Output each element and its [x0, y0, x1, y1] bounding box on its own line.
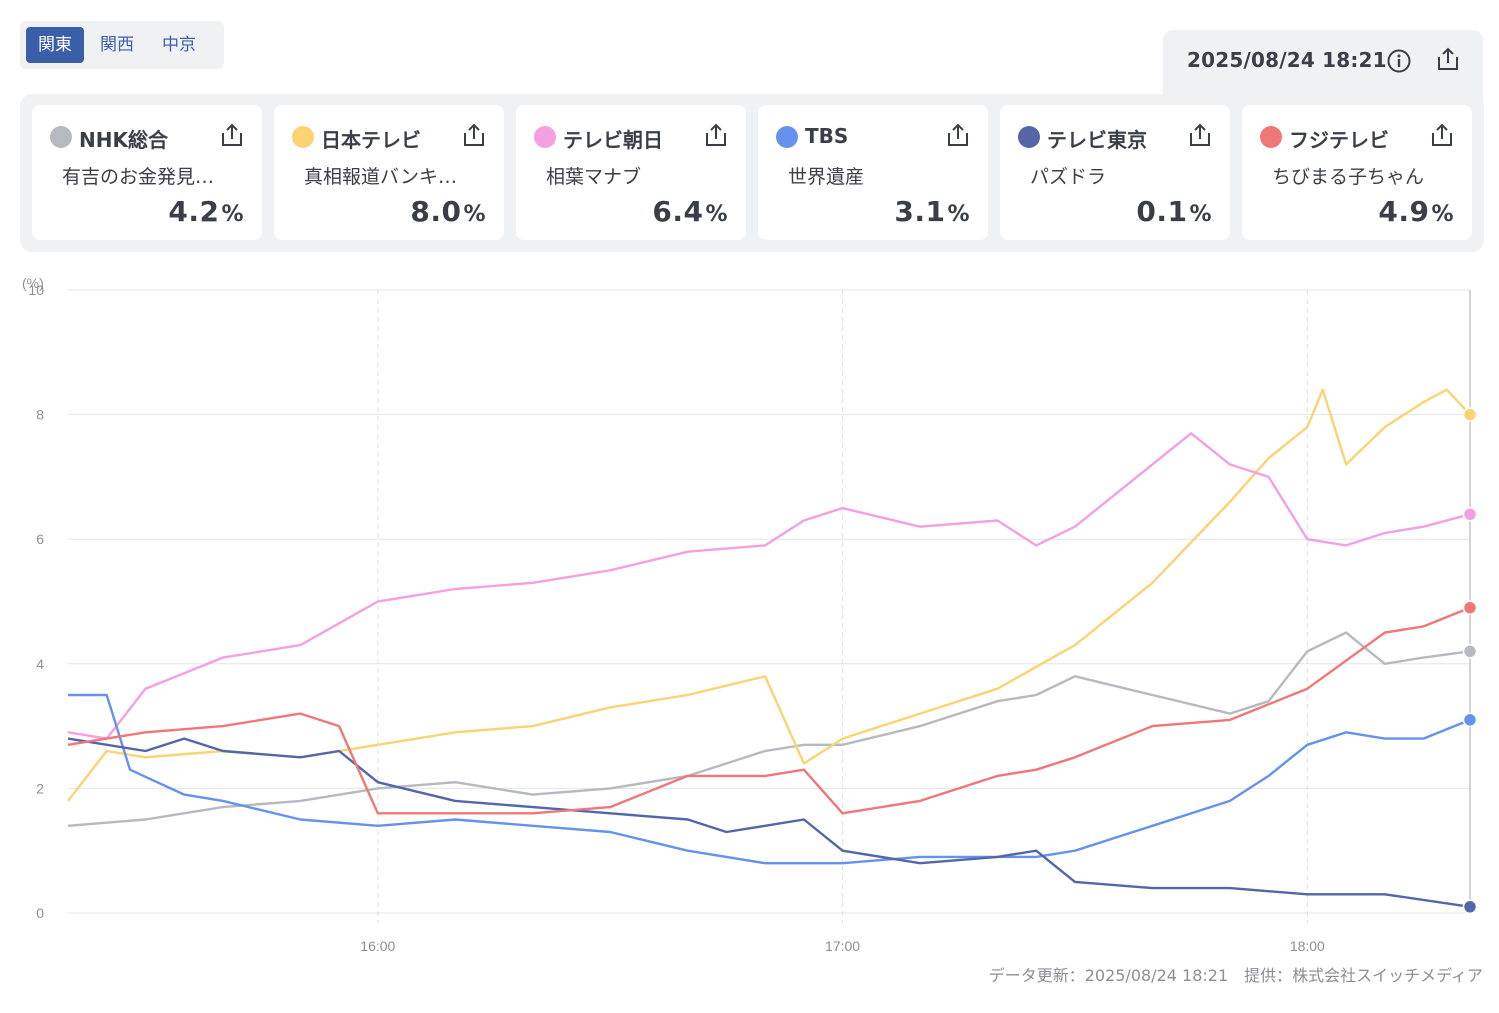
series-line-5	[67, 606, 1471, 815]
share-icon[interactable]	[218, 121, 246, 149]
series-line-0	[67, 631, 1471, 827]
channel-name: TBS	[805, 124, 849, 148]
region-tab-kanto[interactable]: 関東	[26, 27, 84, 63]
y-tick-label: 6	[36, 531, 44, 547]
program-title: 世界遺産	[788, 166, 865, 188]
channel-name: 日本テレビ	[321, 128, 421, 152]
ratings-line-chart: (%) 0 2 4 6 8 10 16:00 17:00 18:00	[22, 275, 1478, 954]
share-icon[interactable]	[1186, 121, 1214, 149]
series-line-4	[67, 737, 1471, 908]
y-tick-label: 10	[28, 282, 44, 298]
channel-color-dot	[776, 126, 798, 148]
channel-card-tbs[interactable]: TBS 世界遺産 3.1%	[758, 105, 988, 240]
share-icon[interactable]	[1434, 45, 1462, 73]
rating-value: 4.9%	[1378, 195, 1454, 228]
channel-card-nhk[interactable]: NHK総合 有吉のお金発見… 4.2%	[32, 105, 262, 240]
channel-card-tv-asahi[interactable]: テレビ朝日 相葉マナブ 6.4%	[516, 105, 746, 240]
channel-card-tv-tokyo[interactable]: テレビ東京 パズドラ 0.1%	[1000, 105, 1230, 240]
series-line-1	[67, 388, 1471, 802]
channel-card-fuji[interactable]: フジテレビ ちびまる子ちゃん 4.9%	[1242, 105, 1472, 240]
region-tab-chukyo[interactable]: 中京	[162, 35, 196, 55]
channel-name: テレビ東京	[1047, 128, 1147, 152]
y-tick-label: 0	[36, 905, 44, 921]
channel-color-dot	[292, 126, 314, 148]
channel-color-dot	[1018, 126, 1040, 148]
x-tick-label: 18:00	[1290, 938, 1325, 954]
data-source-footer: データ更新：2025/08/24 18:21 提供：株式会社スイッチメディア	[988, 966, 1483, 985]
channel-color-dot	[50, 126, 72, 148]
program-title: パズドラ	[1030, 166, 1107, 188]
series-endpoint-0[interactable]	[1462, 644, 1478, 659]
program-title: 有吉のお金発見…	[62, 166, 215, 188]
channel-color-dot	[534, 126, 556, 148]
share-icon[interactable]	[460, 121, 488, 149]
channel-color-dot	[1260, 126, 1282, 148]
series-endpoint-5[interactable]	[1462, 600, 1478, 615]
program-title: 真相報道バンキ…	[304, 166, 457, 188]
info-icon[interactable]	[1385, 47, 1413, 75]
y-tick-label: 2	[36, 780, 44, 796]
series-endpoint-2[interactable]	[1462, 507, 1478, 522]
series-line-2	[67, 432, 1471, 740]
series-endpoint-3[interactable]	[1462, 712, 1478, 728]
program-title: ちびまる子ちゃん	[1272, 166, 1425, 188]
region-tabs: 関東 関西 中京	[20, 21, 224, 69]
y-unit-label: (%)	[22, 275, 44, 291]
rating-value: 0.1%	[1136, 195, 1212, 228]
x-tick-label: 17:00	[825, 938, 860, 954]
channel-name: フジテレビ	[1289, 128, 1389, 152]
region-tab-kansai[interactable]: 関西	[100, 35, 134, 55]
channel-name: NHK総合	[79, 128, 168, 152]
rating-value: 3.1%	[894, 195, 970, 228]
share-icon[interactable]	[702, 121, 730, 149]
rating-value: 6.4%	[652, 195, 728, 228]
y-tick-label: 8	[36, 407, 44, 423]
y-tick-label: 4	[36, 656, 44, 672]
program-title: 相葉マナブ	[546, 166, 642, 188]
x-tick-label: 16:00	[360, 938, 395, 954]
share-icon[interactable]	[944, 121, 972, 149]
channel-cards: NHK総合 有吉のお金発見… 4.2% 日本テレビ 真相報道バンキ… 8.0% …	[20, 94, 1484, 252]
channel-card-ntv[interactable]: 日本テレビ 真相報道バンキ… 8.0%	[274, 105, 504, 240]
timestamp: 2025/08/24 18:21	[1187, 48, 1387, 72]
series-endpoint-1[interactable]	[1462, 407, 1478, 422]
share-icon[interactable]	[1428, 121, 1456, 149]
series-line-3	[68, 693, 1471, 865]
channel-name: テレビ朝日	[563, 128, 663, 152]
rating-value: 8.0%	[410, 195, 486, 228]
rating-value: 4.2%	[168, 195, 244, 228]
series-endpoint-4[interactable]	[1462, 899, 1478, 915]
